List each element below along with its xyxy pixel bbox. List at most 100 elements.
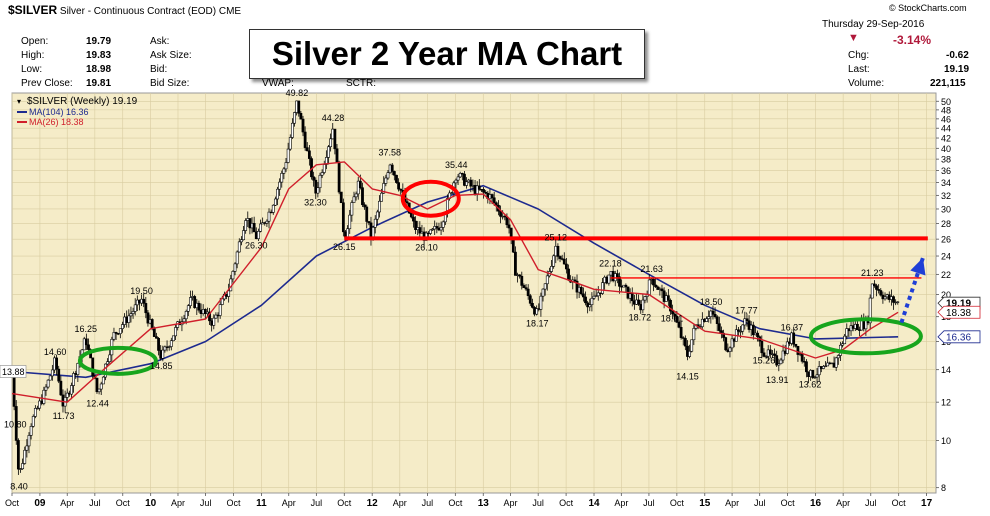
candle-body [303, 131, 307, 148]
candle-body [475, 185, 479, 194]
candle-body [252, 223, 256, 233]
y-tick-label: 12 [941, 398, 951, 408]
candle-body [877, 289, 881, 291]
candle-body [167, 346, 171, 348]
candle-body [579, 286, 583, 295]
ask-label: Ask: [150, 36, 170, 47]
candle-body [380, 192, 384, 202]
candle-body [46, 379, 50, 388]
candle-body [299, 113, 303, 120]
candle-body [99, 383, 103, 390]
candle-body [613, 273, 617, 282]
candle-body [607, 274, 611, 284]
candle-body [373, 218, 377, 228]
x-tick-label: 13 [478, 498, 490, 509]
candle-body [72, 373, 76, 386]
candle-body [429, 229, 432, 234]
candle-body [346, 228, 350, 238]
price-annotation: 14.85 [150, 361, 173, 371]
candle-body [235, 251, 239, 265]
candle-body [395, 174, 398, 183]
candle-body [730, 338, 734, 349]
x-tick-label: Oct [559, 498, 574, 508]
candle-body [127, 315, 131, 323]
x-tick-label: Oct [5, 498, 20, 508]
candle-body [397, 182, 400, 190]
candle-body [163, 346, 167, 351]
candle-body [341, 202, 345, 233]
ma104-line [11, 184, 899, 379]
candle-body [883, 296, 887, 300]
candle-body [601, 282, 604, 294]
x-axis: Oct 09 Apr Jul Oct 10 Apr Jul Oct 11 Apr Jul Oct 12 Ap… [5, 493, 933, 509]
sctr-label: SCTR: [346, 78, 376, 89]
candle-body [805, 361, 808, 373]
y-tick-label: 44 [941, 124, 951, 134]
candle-body [31, 416, 35, 427]
candle-body [588, 304, 592, 308]
candle-body [872, 283, 876, 287]
candle-body [114, 332, 118, 334]
candle-body [48, 375, 52, 381]
candle-body [458, 173, 462, 178]
candle-body [717, 323, 721, 331]
candle-body [879, 290, 883, 296]
candle-body [146, 312, 150, 324]
candle-body [507, 224, 511, 229]
candle-body [186, 305, 190, 312]
candle-body [161, 349, 165, 359]
candle-body [792, 332, 796, 345]
candle-body [172, 335, 175, 342]
candle-body [647, 279, 651, 296]
candle-body [594, 295, 598, 297]
candle-body [282, 168, 286, 174]
y-tick-label: 30 [941, 204, 951, 214]
y-tick-label: 20 [941, 290, 951, 300]
candle-body [237, 241, 241, 253]
vwap-label: VWAP: [262, 78, 294, 89]
open-label: Open: [21, 36, 49, 47]
candle-body [450, 192, 454, 194]
candle-body [781, 350, 785, 361]
candle-body [539, 295, 543, 310]
right-price-tag [937, 330, 981, 344]
candle-body [259, 223, 262, 232]
candle-body [562, 258, 566, 265]
candle-body [152, 328, 156, 337]
candle-body [384, 177, 388, 184]
price-annotation: 18.17 [526, 319, 549, 329]
candle-body [460, 173, 464, 175]
candle-body [220, 298, 224, 305]
x-tick-label: Apr [171, 498, 185, 508]
candle-body [70, 385, 73, 395]
x-tick-label: Oct [337, 498, 352, 508]
watermark: © StockCharts.com [889, 3, 967, 13]
candle-body [535, 308, 539, 315]
x-tick-label: Jul [422, 498, 434, 508]
candle-body [592, 295, 596, 299]
volume-value: 221,115 [930, 78, 966, 89]
candle-body [673, 313, 677, 317]
x-tick-label: Jul [754, 498, 766, 508]
candle-body [378, 200, 381, 213]
candle-body [352, 196, 356, 203]
legend-ma104-label: MA(104) 16.36 [29, 107, 89, 117]
price-annotation: 26.10 [415, 242, 438, 252]
candle-body [33, 408, 37, 417]
candle-body [514, 251, 517, 276]
x-tick-label: Apr [393, 498, 407, 508]
candle-body [660, 288, 664, 292]
candle-body [666, 295, 670, 301]
candle-body [65, 392, 69, 398]
candle-body [775, 355, 779, 366]
y-axis: 8101214161820222426283032343638404244464… [936, 97, 951, 493]
candle-body [155, 336, 158, 339]
candle-body [656, 286, 660, 290]
candle-body [705, 318, 708, 322]
y-tick-label: 34 [941, 178, 951, 188]
candle-body [811, 370, 815, 378]
candle-body [244, 220, 248, 231]
candle-body [756, 332, 759, 338]
candle-body [677, 321, 681, 328]
red-ellipse [400, 179, 461, 218]
